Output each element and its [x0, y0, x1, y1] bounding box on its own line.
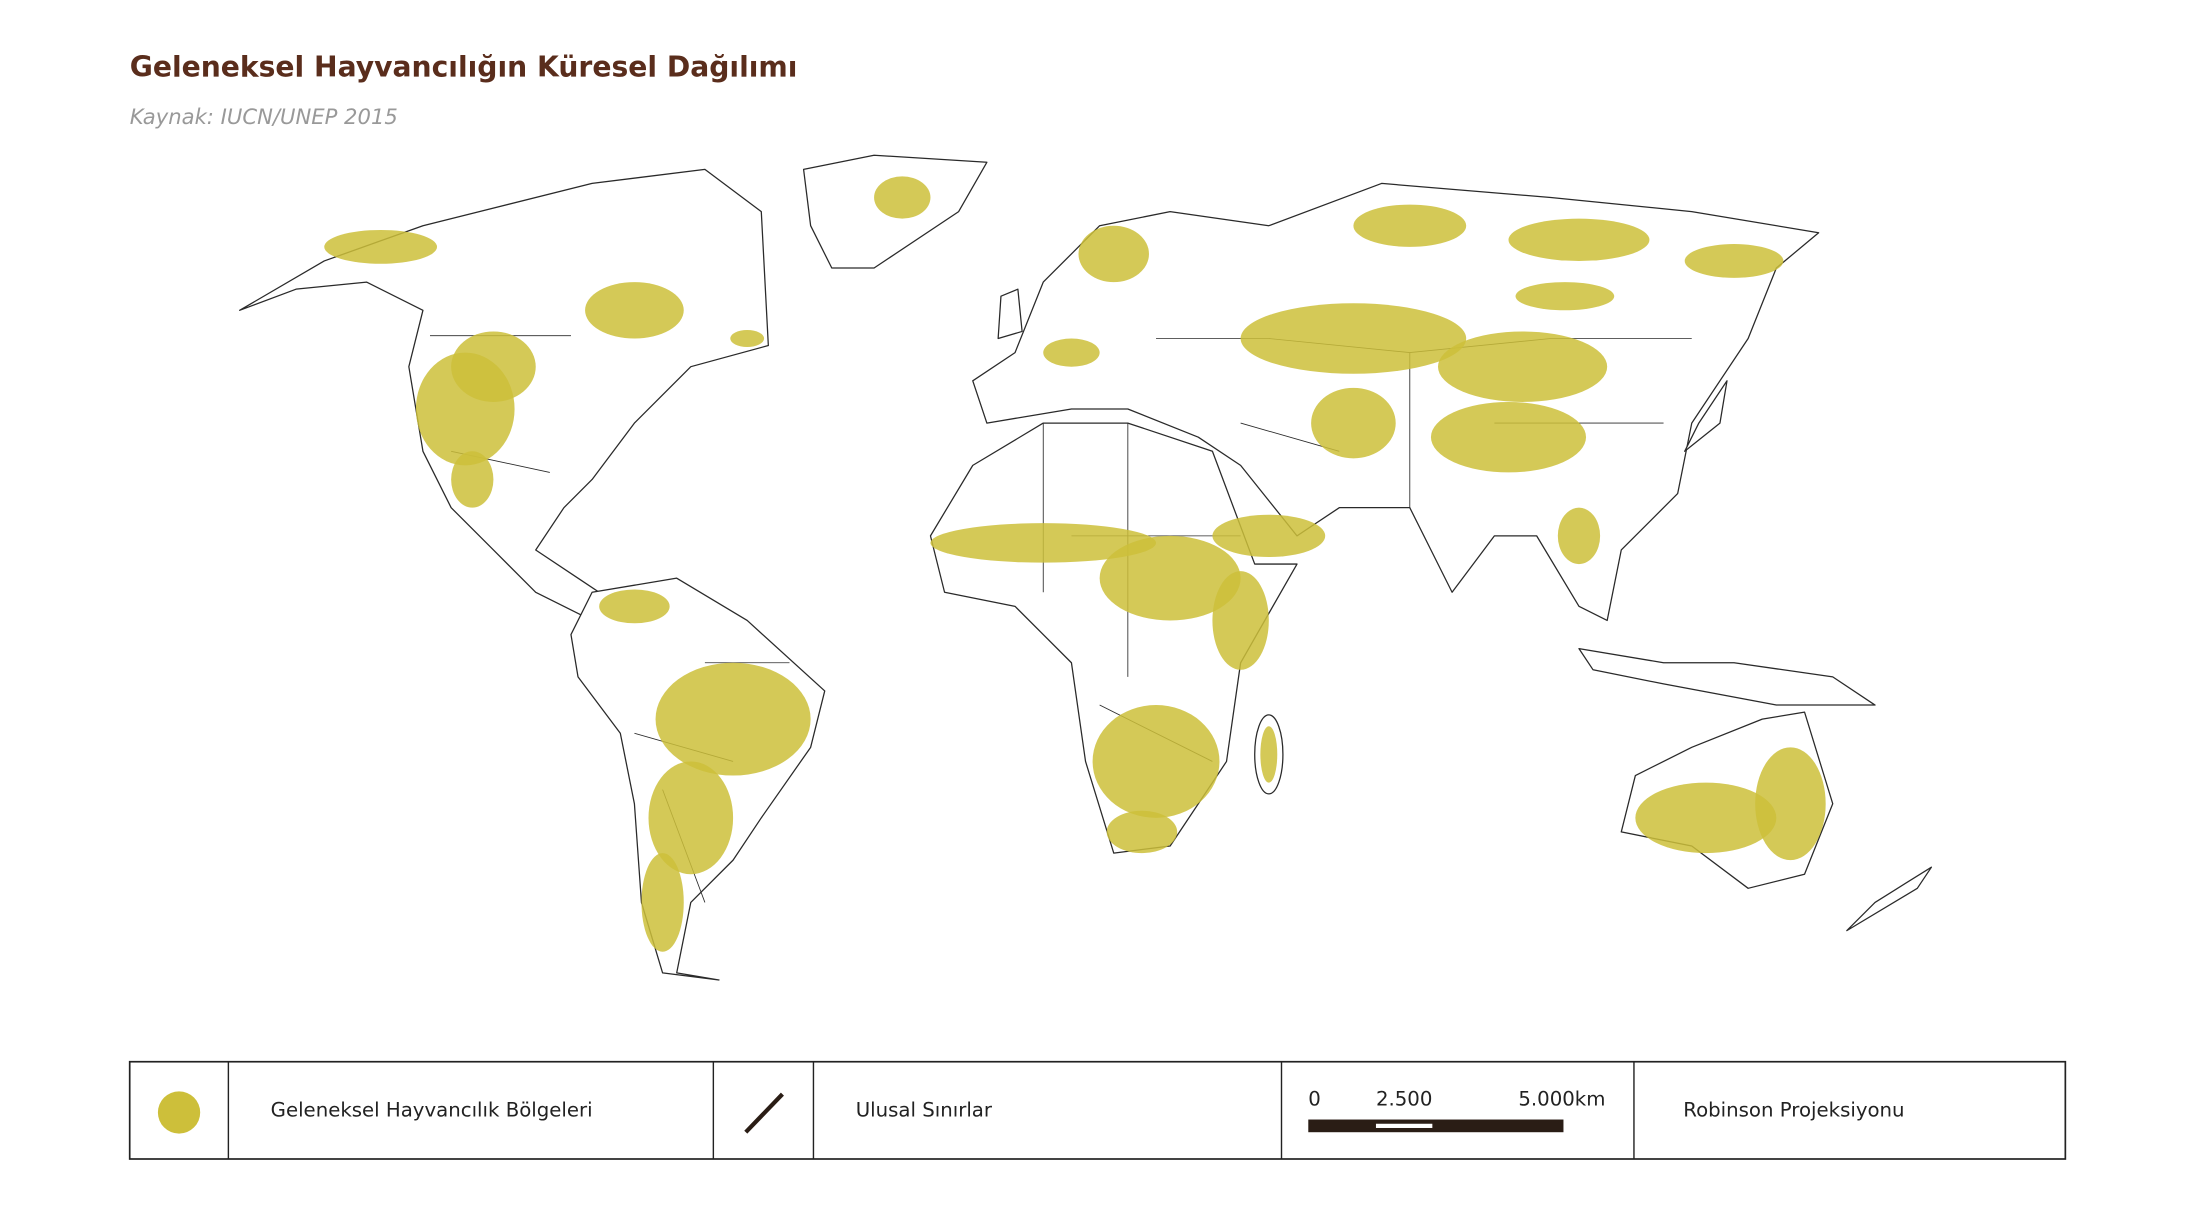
herding-area [1212, 514, 1326, 558]
legend-label: Geleneksel Hayvancılık Bölgeleri [271, 1099, 593, 1122]
herding-area [1099, 535, 1241, 621]
britain [997, 288, 1023, 340]
herding-area [1437, 331, 1608, 402]
herding-area [1755, 747, 1826, 861]
herding-area [874, 176, 931, 219]
projection-label: Robinson Projeksiyonu [1683, 1099, 1904, 1122]
herding-area [655, 662, 811, 776]
scale-bar [1308, 1119, 1564, 1133]
new-zealand [1846, 866, 1933, 932]
scale-label: 0 [1308, 1087, 1321, 1110]
herding-area [599, 589, 670, 624]
herding-area [451, 331, 536, 402]
herding-area [1260, 726, 1278, 783]
herding-area [1430, 401, 1587, 473]
source: Kaynak: IUCN/UNEP 2015 [130, 104, 398, 129]
herding-area [1078, 225, 1149, 283]
herding-area [1684, 244, 1784, 278]
title: Geleneksel Hayvancılığın Küresel Dağılım… [130, 50, 798, 83]
scale-bar-segment [1375, 1123, 1433, 1128]
legend-label: Ulusal Sınırlar [856, 1099, 993, 1122]
herding-area [585, 282, 684, 339]
scale-label: 2.500 [1376, 1087, 1432, 1110]
japan [1684, 380, 1728, 452]
herding-area [1635, 782, 1777, 854]
herding-area [930, 523, 1157, 563]
herding-area [451, 451, 494, 508]
legend-dividers [227, 1061, 1635, 1159]
indonesia [1578, 648, 1876, 706]
herding-area [1353, 204, 1467, 247]
herding-area [1240, 303, 1467, 374]
world-map [239, 154, 1933, 981]
scale-label: 5.000km [1518, 1087, 1605, 1110]
herding-area [648, 761, 734, 875]
legend-swatch [157, 1091, 201, 1134]
herding-area [1508, 218, 1650, 261]
herding-area [1557, 507, 1601, 565]
herding-area [1043, 338, 1100, 367]
herding-area [641, 853, 684, 952]
herding-area [730, 330, 765, 347]
herding-area [1515, 282, 1615, 311]
herding-area [1311, 387, 1396, 459]
herding-area [1106, 810, 1178, 854]
legend-box [128, 1060, 2067, 1160]
herding-area [1092, 705, 1220, 818]
herding-regions [324, 176, 1826, 952]
herding-area [1212, 571, 1269, 670]
legend-border-icon [744, 1092, 784, 1134]
herding-area [324, 229, 438, 264]
legend: Geleneksel Hayvancılık Bölgeleri Ulusal … [128, 1060, 2067, 1160]
